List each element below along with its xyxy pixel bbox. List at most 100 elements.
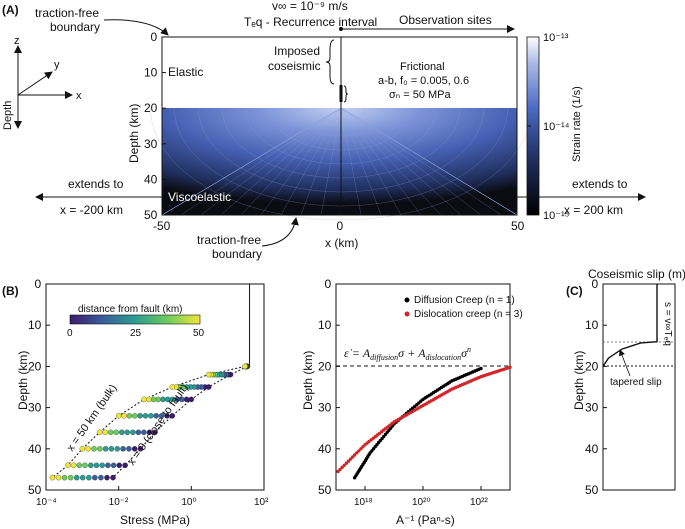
- stress-point: [152, 429, 158, 436]
- recurrence-text: Tₑq - Recurrence interval: [244, 15, 377, 29]
- x-tick-label: 10⁰: [181, 497, 196, 508]
- stress-point: [131, 446, 138, 452]
- y-tick-label: 20: [585, 359, 599, 373]
- stress-point: [92, 474, 98, 481]
- mesh-edge: [340, 107, 382, 216]
- x-tick-label: 10²: [254, 497, 269, 508]
- dislocation-point: [340, 465, 344, 469]
- y-tick-label: 50: [28, 483, 42, 497]
- stress-scatter: [49, 363, 251, 481]
- slip-label: s = v∞Tₑq: [662, 302, 673, 346]
- panel-c-ylabel: Depth (km): [572, 351, 586, 410]
- y-tick-label: 40: [28, 442, 42, 456]
- stress-point: [146, 429, 153, 436]
- dislocation-point: [348, 457, 353, 461]
- stress-point: [102, 429, 108, 436]
- mesh-edge: [340, 107, 422, 216]
- equation: ε̇ = Adiffusionσ + Adislocationσn: [344, 345, 471, 362]
- axis-x-label: x: [76, 90, 82, 102]
- y-tick-label: 50: [318, 483, 332, 497]
- stress-point: [169, 384, 176, 390]
- panel-b-axes: 10⁻⁴ 10⁻² 10⁰ 10² 0 10 20 30 40 50: [28, 277, 269, 508]
- y-tick-label: 0: [151, 30, 158, 44]
- mesh-edge: [340, 107, 402, 216]
- legend-diffusion: Diffusion Creep (n = 1): [414, 295, 515, 306]
- stress-point: [70, 462, 77, 469]
- bulk-curve-label: x = 50 km (bulk): [65, 382, 120, 453]
- dislocation-point: [355, 451, 359, 455]
- y-tick-label: 10: [318, 318, 332, 332]
- panel-b-label: (B): [2, 284, 19, 298]
- colorbar-tick-bottom: 10⁻¹⁵: [543, 210, 569, 222]
- traction-free-bottom-line2: boundary: [212, 247, 262, 261]
- stress-point: [116, 462, 123, 469]
- stress-point: [110, 474, 116, 481]
- elastic-label: Elastic: [168, 65, 203, 79]
- panel-a-xlabel: x (km): [325, 236, 358, 250]
- panel-b2-ylabel: Depth (km): [301, 351, 315, 410]
- x-tick-label: 10⁻⁴: [36, 497, 57, 508]
- mesh-edge: [320, 107, 342, 216]
- observation-sites-label: Observation sites: [399, 13, 492, 27]
- mesh-edge: [340, 107, 502, 216]
- stress-point: [132, 413, 138, 419]
- y-tick-label: 30: [28, 401, 42, 415]
- stress-point: [93, 462, 100, 469]
- y-tick-label: 20: [144, 101, 158, 115]
- extends-left-line2: x = -200 km: [60, 203, 123, 217]
- legend-dislocation-marker: [404, 311, 410, 317]
- distance-cbar-tick-25: 25: [130, 328, 142, 339]
- stress-point: [88, 462, 94, 469]
- stress-point: [114, 446, 121, 452]
- stress-point: [242, 363, 248, 370]
- stress-point: [79, 474, 86, 481]
- stress-point: [76, 462, 83, 469]
- stress-point: [91, 446, 97, 452]
- traction-free-top-arrow: [103, 19, 169, 36]
- stress-point: [150, 396, 157, 403]
- stress-point: [102, 446, 109, 452]
- stress-point: [146, 396, 152, 403]
- mesh-edge: [240, 107, 342, 216]
- stress-point: [164, 413, 170, 419]
- tapered-arrow: [619, 349, 631, 377]
- stress-point: [97, 446, 103, 452]
- panel-c-label: (C): [566, 284, 583, 298]
- stress-point: [98, 474, 104, 481]
- extends-right-line2: x = 200 km: [564, 203, 623, 217]
- y-tick-label: 20: [28, 359, 42, 373]
- stress-point: [155, 396, 161, 403]
- panel-c-title: Coseismic slip (m): [588, 267, 685, 281]
- stress-point: [115, 413, 122, 419]
- viscoelastic-label: Viscoelastic: [168, 190, 231, 204]
- traction-free-bottom-line1: traction-free: [197, 233, 261, 247]
- panel-c-axes: 0 10 20 30 40 50: [585, 277, 607, 497]
- stress-point: [205, 371, 212, 378]
- mesh-arc: [150, 107, 532, 221]
- x-tick-label: 50: [511, 219, 525, 233]
- panel-a-axes: -50 0 50 0 10 20 30 40 50: [144, 30, 525, 233]
- mesh-edge: [300, 107, 342, 216]
- mesh-edge: [280, 107, 342, 216]
- imposed-label-line1: Imposed: [274, 44, 320, 58]
- traction-free-top-line2: boundary: [50, 20, 100, 34]
- coordinate-axes-icon: z y x Depth: [2, 35, 82, 130]
- colorbar-label: Strain rate (1/s): [571, 86, 583, 162]
- stress-point: [108, 446, 115, 452]
- stress-point: [124, 429, 131, 436]
- y-tick-label: 10: [28, 318, 42, 332]
- slip-profile-line: [602, 284, 658, 367]
- colorbar-tick-top: 10⁻¹³: [543, 32, 569, 44]
- stress-point: [135, 429, 142, 436]
- stress-point: [188, 396, 195, 403]
- panel-a-label: (A): [2, 3, 19, 17]
- mesh-edge: [340, 107, 362, 216]
- mesh-edge: [340, 107, 482, 216]
- distance-colorbar: [69, 314, 201, 325]
- mesh-edge: [340, 107, 518, 216]
- velocity-text: v∞ = 10⁻⁹ m/s: [272, 0, 348, 13]
- y-tick-label: 10: [585, 318, 599, 332]
- traction-free-top-line1: traction-free: [35, 6, 99, 20]
- stress-point: [141, 429, 147, 436]
